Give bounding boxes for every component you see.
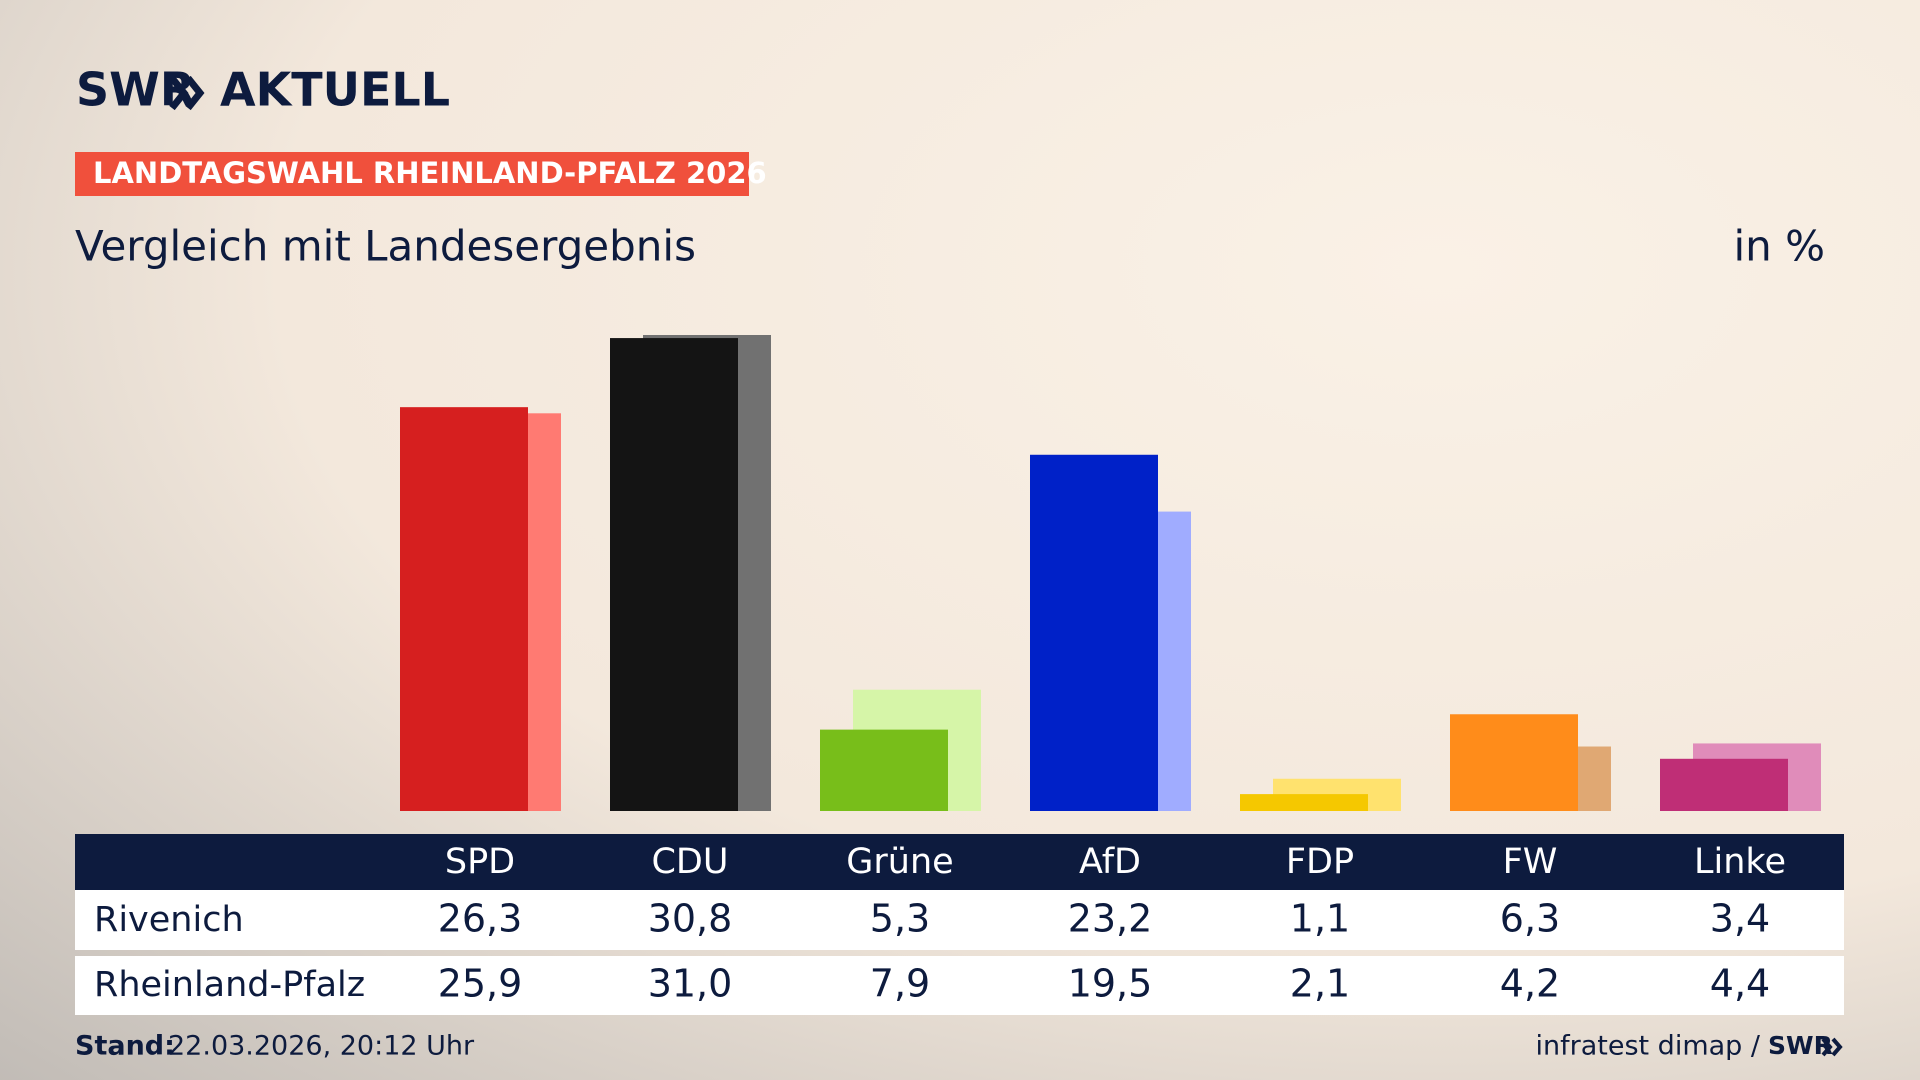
brand-section: AKTUELL	[220, 63, 450, 117]
table-row	[75, 956, 1844, 1015]
bar	[820, 729, 948, 811]
source-arrows	[1821, 1037, 1843, 1057]
chart-title: Vergleich mit Landesergebnis	[75, 222, 696, 271]
source-brand: SWR	[1768, 1031, 1833, 1060]
value-label: 6,3	[1500, 897, 1560, 941]
table-header	[75, 834, 1844, 890]
column-header: SPD	[445, 842, 515, 882]
value-label: 7,9	[870, 962, 930, 1006]
value-label: 2,1	[1290, 962, 1350, 1006]
bar	[1450, 714, 1578, 811]
value-label: 5,3	[870, 897, 930, 941]
table-row	[75, 890, 1844, 950]
bar	[610, 338, 738, 811]
value-label: 1,1	[1290, 897, 1350, 941]
stand-label: Stand:	[75, 1031, 175, 1062]
source: infratest dimap /	[1535, 1031, 1760, 1062]
value-label: 31,0	[648, 962, 733, 1006]
value-label: 25,9	[438, 962, 523, 1006]
value-label: 19,5	[1068, 962, 1153, 1006]
brand-arrows	[169, 75, 205, 111]
value-label: 26,3	[438, 897, 523, 941]
column-header: AfD	[1079, 842, 1141, 882]
row-label: Rivenich	[94, 900, 244, 940]
tag: LANDTAGSWAHL RHEINLAND-PFALZ 2026	[93, 156, 767, 190]
value-label: 23,2	[1068, 897, 1153, 941]
unit: in %	[1733, 222, 1825, 271]
column-header: FW	[1503, 842, 1558, 882]
value-label: 30,8	[648, 897, 733, 941]
column-header: Grüne	[846, 842, 953, 882]
row-label: Rheinland-Pfalz	[94, 965, 365, 1005]
value-label: 3,4	[1710, 897, 1770, 941]
column-header: Linke	[1694, 842, 1786, 882]
bar	[1240, 794, 1368, 811]
bar	[400, 407, 528, 811]
value-label: 4,4	[1710, 962, 1770, 1006]
bar	[1030, 454, 1158, 811]
stand: 22.03.2026, 20:12 Uhr	[168, 1031, 475, 1062]
bar	[1660, 758, 1788, 811]
tag-box	[75, 152, 749, 196]
column-header: FDP	[1286, 842, 1354, 882]
value-label: 4,2	[1500, 962, 1560, 1006]
column-header: CDU	[651, 842, 728, 882]
